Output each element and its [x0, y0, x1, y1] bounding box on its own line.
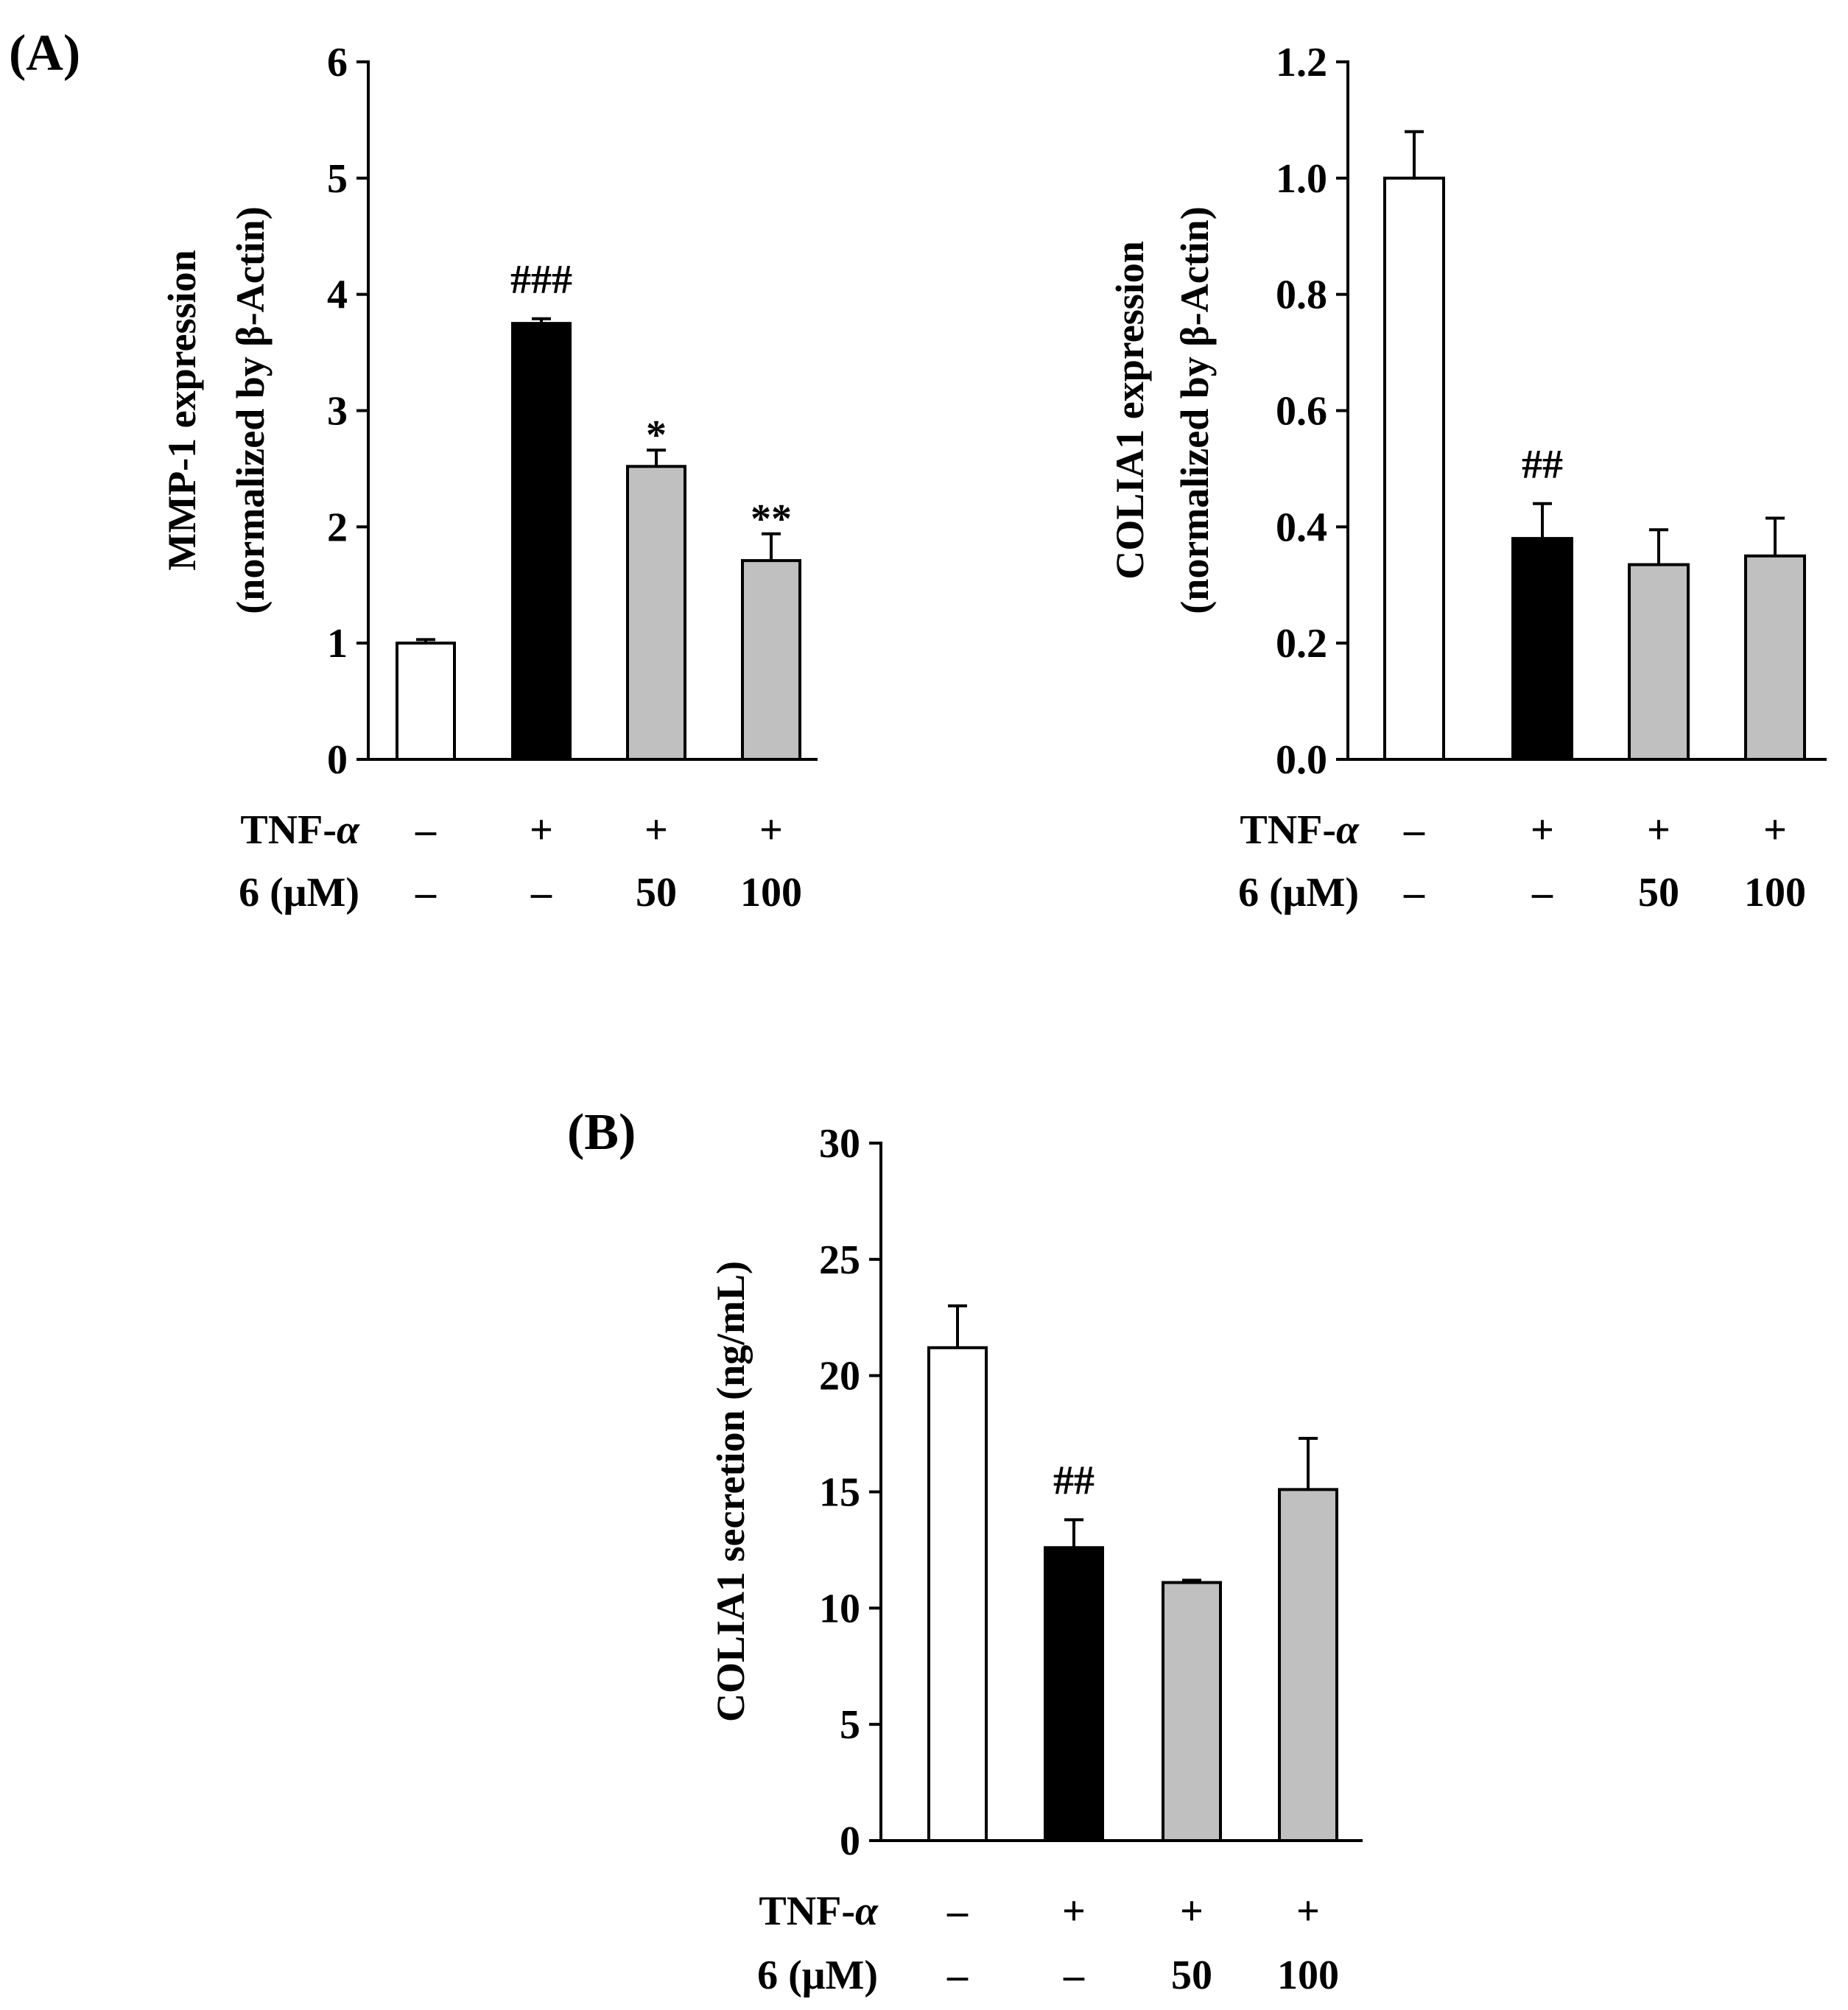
significance-label: *: [646, 412, 667, 458]
bar: [741, 559, 801, 761]
alpha-symbol: α: [1336, 807, 1360, 853]
y-tick-label: 1: [327, 621, 348, 667]
bar: [1628, 563, 1690, 761]
tnf-alpha-value: –: [1403, 807, 1425, 853]
bar: [1162, 1581, 1222, 1843]
bar: [626, 465, 686, 761]
tnf-alpha-value: +: [1062, 1888, 1086, 1934]
compound-dose-value: 100: [1277, 1953, 1339, 1998]
tnf-alpha-value: +: [1647, 807, 1670, 853]
tnf-alpha-row-label: TNF-α: [759, 1888, 879, 1934]
compound-dose-value: 50: [636, 870, 677, 916]
tnf-alpha-value: +: [530, 807, 553, 853]
compound-dose-row-label: 6 (μM): [1238, 870, 1359, 916]
bar: [396, 642, 456, 762]
y-tick-label: 0: [327, 737, 348, 783]
compound-dose-row-label: 6 (μM): [757, 1953, 878, 1998]
compound-dose-value: –: [530, 870, 552, 916]
y-axis-title: COLIA1 expression: [1108, 241, 1152, 580]
compound-dose-value: –: [415, 870, 437, 916]
y-tick-label: 15: [819, 1470, 860, 1516]
y-tick-label: 1.2: [1276, 40, 1327, 85]
y-tick-label: 25: [819, 1237, 860, 1283]
tnf-alpha-row-label: TNF-α: [1240, 807, 1360, 853]
bar: [1044, 1546, 1104, 1842]
chart-col1a1-expression: 0.0 0.2 0.4 0.6 0.8 1.0 1.2 ## COLIA1 expression…: [1108, 40, 1827, 916]
compound-dose-value: 50: [1171, 1953, 1212, 1998]
tnf-alpha-value: –: [946, 1888, 969, 1934]
tnf-alpha-value: +: [644, 807, 668, 853]
compound-dose-value: 50: [1638, 870, 1679, 916]
significance-label: ###: [510, 257, 572, 303]
y-tick-label: 6: [327, 40, 348, 85]
tnf-prefix: TNF-: [759, 1888, 855, 1934]
panel-label-a: (A): [9, 25, 80, 82]
tnf-alpha-value: –: [415, 807, 437, 853]
tnf-prefix: TNF-: [240, 807, 337, 853]
y-tick-label: 0.6: [1276, 389, 1327, 435]
y-tick-label: 1.0: [1276, 156, 1327, 202]
y-axis-title: COLIA1 secretion (ng/mL): [709, 1261, 753, 1722]
compound-dose-value: –: [946, 1953, 969, 1998]
y-tick-label: 4: [327, 273, 348, 318]
y-tick-label: 0.4: [1276, 505, 1327, 550]
y-tick-label: 0: [840, 1819, 860, 1864]
compound-dose-value: 100: [740, 870, 802, 916]
y-tick-label: 30: [819, 1121, 860, 1167]
y-tick-label: 5: [840, 1702, 860, 1748]
tnf-alpha-row-label: TNF-α: [240, 807, 360, 853]
bar: [927, 1346, 988, 1842]
significance-label: ##: [1053, 1458, 1095, 1503]
compound-dose-row-label: 6 (μM): [239, 870, 359, 916]
y-axis-subtitle: (normalized by β-Actin): [228, 206, 273, 614]
chart-col1a1-secretion: 0 5 10 15 20 25 30 ## COLIA1 secretion (ng/mL) TN…: [709, 1121, 1363, 1998]
bar: [1511, 537, 1573, 761]
y-axis-subtitle: (normalized by β-Actin): [1173, 206, 1217, 614]
y-axis-title: MMP-1 expression: [160, 250, 204, 570]
alpha-symbol: α: [855, 1888, 879, 1934]
compound-dose-value: –: [1403, 870, 1425, 916]
tnf-alpha-value: +: [1180, 1888, 1204, 1934]
y-tick-label: 5: [327, 156, 348, 202]
y-tick-label: 0.2: [1276, 621, 1327, 667]
y-tick-label: 2: [327, 505, 348, 550]
significance-label: ##: [1522, 442, 1563, 488]
y-tick-label: 10: [819, 1586, 860, 1631]
significance-label: **: [751, 496, 792, 542]
tnf-prefix: TNF-: [1240, 807, 1336, 853]
compound-dose-value: –: [1063, 1953, 1085, 1998]
tnf-alpha-value: +: [1296, 1888, 1320, 1934]
y-tick-label: 0.8: [1276, 273, 1327, 318]
panel-label-b: (B): [567, 1104, 636, 1161]
bar: [511, 322, 572, 761]
y-tick-label: 0.0: [1276, 737, 1327, 783]
tnf-alpha-value: +: [759, 807, 783, 853]
bar: [1744, 554, 1806, 762]
y-tick-label: 20: [819, 1354, 860, 1399]
bar: [1383, 176, 1445, 762]
compound-dose-value: 100: [1744, 870, 1806, 916]
tnf-alpha-value: +: [1531, 807, 1554, 853]
y-tick-label: 3: [327, 389, 348, 435]
bar: [1278, 1488, 1338, 1843]
compound-dose-value: –: [1531, 870, 1553, 916]
tnf-alpha-value: +: [1763, 807, 1787, 853]
alpha-symbol: α: [337, 807, 360, 853]
